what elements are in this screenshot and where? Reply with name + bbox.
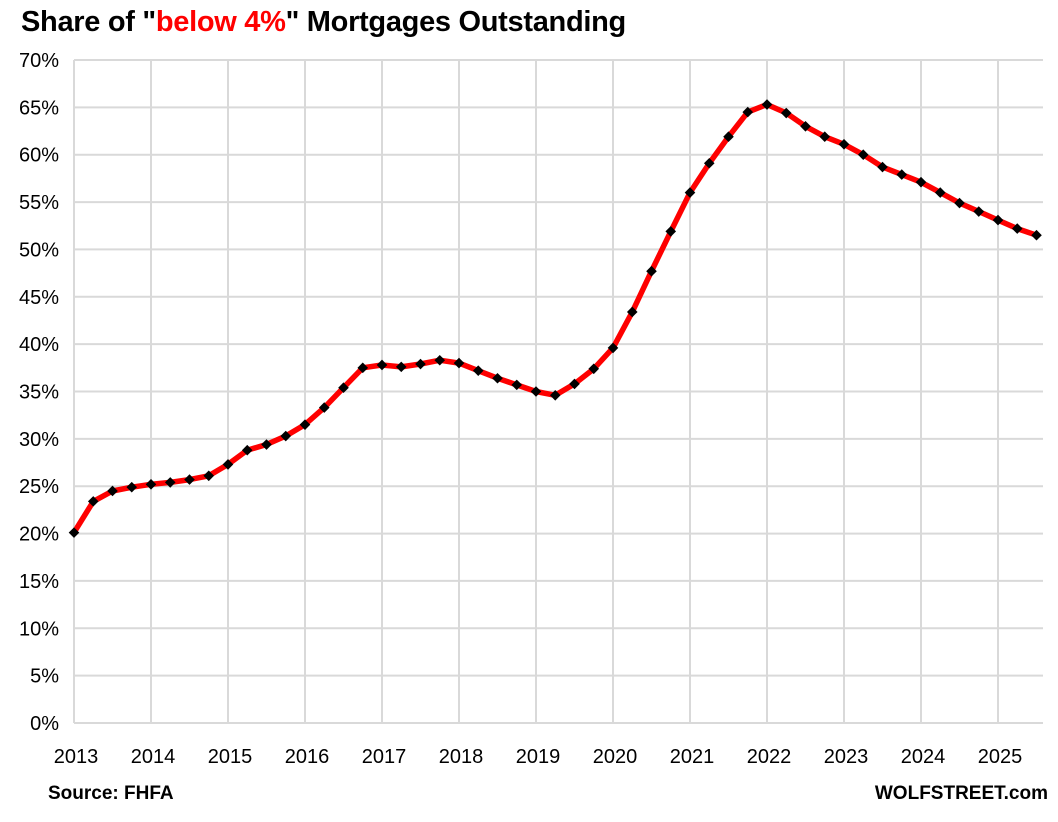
data-point-marker (934, 187, 946, 198)
x-axis-tick-label: 2020 (593, 746, 638, 768)
data-point-marker (299, 419, 311, 430)
title-prefix: Share of " (21, 6, 156, 38)
title-suffix: " Mortgages Outstanding (285, 6, 627, 38)
x-axis-tick-label: 2013 (54, 746, 99, 768)
title-highlight: below 4% (155, 6, 286, 38)
data-point-marker (723, 131, 734, 143)
data-point-marker (415, 358, 426, 370)
x-axis-tick-label: 2016 (285, 746, 330, 768)
x-axis-tick-label: 2015 (208, 746, 253, 768)
data-point-marker (241, 444, 253, 456)
chart-footer: Source: FHFA WOLFSTREET.com (48, 783, 1048, 805)
data-point-marker (261, 439, 272, 450)
data-point-marker (338, 382, 349, 394)
data-point-marker (280, 430, 292, 442)
data-point-marker (877, 161, 888, 173)
data-point-marker (1031, 229, 1042, 241)
brand-label: WOLFSTREET.com (874, 783, 1048, 804)
y-axis-tick-label: 60% (19, 145, 59, 167)
data-point-marker (395, 361, 407, 373)
y-axis-tick-label: 70% (19, 50, 59, 72)
chart-title: Share of "below 4%" Mortgages Outstandin… (21, 6, 626, 39)
y-axis-tick-label: 20% (19, 524, 59, 546)
y-axis-tick-label: 50% (19, 239, 59, 261)
x-axis-tick-label: 2022 (747, 746, 792, 768)
y-axis-tick-label: 55% (19, 192, 59, 214)
y-axis-tick-label: 65% (19, 97, 59, 119)
y-axis-tick-label: 0% (30, 713, 59, 735)
x-axis-tick-label: 2019 (516, 746, 561, 768)
data-point-marker (472, 365, 484, 376)
x-axis-tick-label: 2025 (978, 746, 1023, 768)
data-point-marker (318, 402, 330, 413)
data-point-marker (684, 187, 696, 198)
data-point-marker (896, 169, 908, 180)
data-point-marker (646, 265, 657, 277)
data-point-marker (68, 527, 80, 538)
data-point-marker (954, 197, 965, 209)
data-point-marker (780, 107, 792, 119)
source-label: Source: FHFA (48, 783, 174, 804)
data-point-marker (145, 479, 157, 490)
data-point-marker (434, 354, 446, 366)
y-axis-tick-label: 35% (19, 382, 59, 404)
data-point-marker (164, 477, 176, 488)
x-axis-tick-label: 2018 (439, 746, 484, 768)
data-point-marker (665, 226, 677, 237)
data-point-marker (1011, 223, 1023, 234)
data-point-marker (992, 214, 1004, 226)
data-point-marker (800, 121, 811, 132)
x-axis-tick-label: 2021 (670, 746, 715, 768)
data-point-marker (819, 131, 831, 143)
data-point-marker (761, 99, 773, 110)
data-point-marker (222, 459, 234, 470)
data-point-marker (376, 359, 388, 371)
data-point-marker (626, 306, 638, 318)
x-axis-tick-label: 2017 (362, 746, 407, 768)
data-point-marker (203, 470, 215, 482)
data-point-marker (857, 149, 869, 161)
y-axis-tick-label: 45% (19, 287, 59, 309)
data-point-marker (549, 389, 561, 401)
data-point-marker (838, 138, 850, 150)
data-point-marker (511, 379, 523, 391)
data-point-marker (569, 378, 580, 390)
data-point-marker (126, 481, 138, 493)
data-point-marker (530, 386, 542, 397)
data-point-marker (588, 363, 600, 375)
data-point-marker (703, 157, 715, 169)
data-point-marker (453, 357, 465, 369)
data-point-marker (915, 176, 927, 188)
y-axis-tick-label: 25% (19, 476, 59, 498)
data-point-marker (107, 485, 118, 497)
y-axis-tick-label: 5% (30, 666, 59, 688)
data-point-marker (492, 372, 503, 384)
y-axis-tick-label: 15% (19, 571, 59, 593)
x-axis-tick-label: 2014 (131, 746, 176, 768)
y-axis-tick-label: 40% (19, 334, 59, 356)
data-point-marker (357, 362, 369, 374)
y-axis-tick-label: 10% (19, 618, 59, 640)
data-point-marker (973, 206, 985, 217)
data-point-marker (607, 342, 619, 354)
y-axis-tick-label: 30% (19, 429, 59, 451)
x-axis-tick-label: 2024 (901, 746, 946, 768)
data-point-marker (184, 474, 195, 485)
data-point-marker (87, 496, 99, 507)
data-line (71, 101, 1040, 536)
data-point-marker (742, 106, 754, 118)
x-axis-tick-label: 2023 (824, 746, 869, 768)
